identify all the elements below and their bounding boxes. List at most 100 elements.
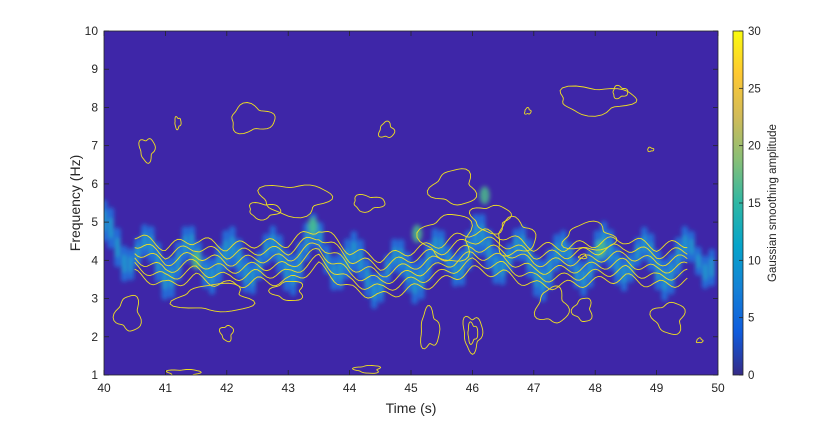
contour-line [134,228,688,264]
isolated-contours [112,84,704,375]
contour-loop [377,120,396,138]
contour-loop [426,168,478,206]
contour-loop [218,324,235,343]
contour-loop [559,85,638,117]
contour-layer [112,84,704,375]
contour-loop [351,364,382,374]
ridge-blob-core [568,249,573,265]
colorbar-tick-label: 25 [748,83,761,95]
ridge-blob-core [588,258,593,279]
contour-line [134,248,688,285]
contour-loop [353,194,386,213]
ridge-blob-core [513,236,518,253]
contour-loop [533,285,570,324]
contour-loop [612,84,629,100]
contour-line [134,236,688,271]
colorbar-tick-label: 15 [748,198,761,210]
x-tick-label: 47 [527,381,541,395]
y-tick-label: 1 [91,368,98,382]
ridge-blob-core [378,279,383,296]
ridge-blob-core [297,251,302,273]
ridge-blob-core [419,268,424,290]
contour-loop [268,280,304,301]
ridge-blob-core [270,234,275,253]
ridge-blob-core [426,251,431,272]
contour-loop [420,305,441,350]
ridge-blob-core [237,248,242,269]
ridge-blob-core [338,261,343,281]
x-tick-label: 41 [159,381,173,395]
contour-loop [416,213,473,262]
ridge-blob-core [696,253,701,269]
contour-line [134,242,688,278]
ridge-blob-core [230,236,235,258]
x-tick-label: 42 [220,381,234,395]
ridge-blob-core [439,238,444,255]
ridge-blob-core [365,268,370,289]
plot-background [104,31,718,375]
contour-loop [462,315,484,355]
contour-loop [498,215,537,257]
x-tick-label: 45 [404,381,418,395]
ridge-blob-core [669,263,674,285]
ridge-blob-core [709,258,714,277]
ridge-blob-core [412,272,417,294]
contour-loop [695,337,704,344]
ridge-blob-core [176,251,181,272]
colorbar-tick-label: 0 [748,370,754,382]
y-axis: 1 2 3 4 5 6 7 8 9 10 [85,24,718,382]
ridge-blob-core [642,235,647,253]
x-tick-label: 46 [466,381,480,395]
colorbar-label: Gaussian smoothing amplitude [767,124,779,282]
ridge-blob-core [189,233,194,251]
contour-loop [468,204,512,235]
ridge-blob-core [210,267,215,286]
x-tick-label: 40 [97,381,111,395]
ridge-blob-core [662,269,667,291]
ridge-blob-core [547,259,552,280]
x-axis: 40 41 42 43 44 45 46 47 48 49 50 [97,31,725,395]
ridge-blob-core [446,251,451,266]
contour-loop [169,282,256,313]
y-tick-label: 9 [91,62,98,76]
y-tick-label: 2 [91,330,98,344]
ridge-contours [134,228,688,299]
x-tick-label: 43 [282,381,296,395]
contour-loop [257,184,334,219]
ridge-blob-core [493,256,498,275]
ridge-blob-core [655,259,660,281]
ridge-blob-core [129,256,134,273]
colorbar-tick-label: 20 [748,141,761,153]
contour-loop [249,202,282,221]
colorbar-tick-label: 10 [748,255,761,267]
ridge-blob-core [108,217,113,239]
x-tick-label: 50 [711,381,725,395]
contour-loop [570,297,593,322]
x-tick-label: 44 [343,381,357,395]
ridge-blob-core [324,251,329,267]
x-tick-label: 48 [589,381,603,395]
y-tick-label: 7 [91,139,98,153]
ridge-blob-core [264,241,269,257]
y-tick-label: 10 [85,24,99,38]
ridge-blob-core [243,264,248,284]
y-axis-label: Frequency (Hz) [67,155,83,251]
ridge-blob-core [392,247,397,265]
ridge-blob-core [284,260,289,281]
contour-line [134,261,688,299]
ridge-blob-core [216,255,221,275]
contour-loop [112,294,142,332]
ridge-peak [596,239,607,258]
ridge-blob-core [351,241,356,263]
ridge-blob-core [162,268,167,290]
ridge-blob-core [682,235,687,254]
ridge-blob-core [622,265,627,283]
x-axis-label: Time (s) [386,400,437,416]
contour-loop [174,116,182,131]
contour-loop [561,220,618,251]
y-tick-label: 4 [91,253,98,267]
contour-loop [577,253,588,260]
contour-loop [649,301,686,336]
colorbar-tick-label: 5 [748,313,754,325]
ridge-blob-core [500,260,505,277]
